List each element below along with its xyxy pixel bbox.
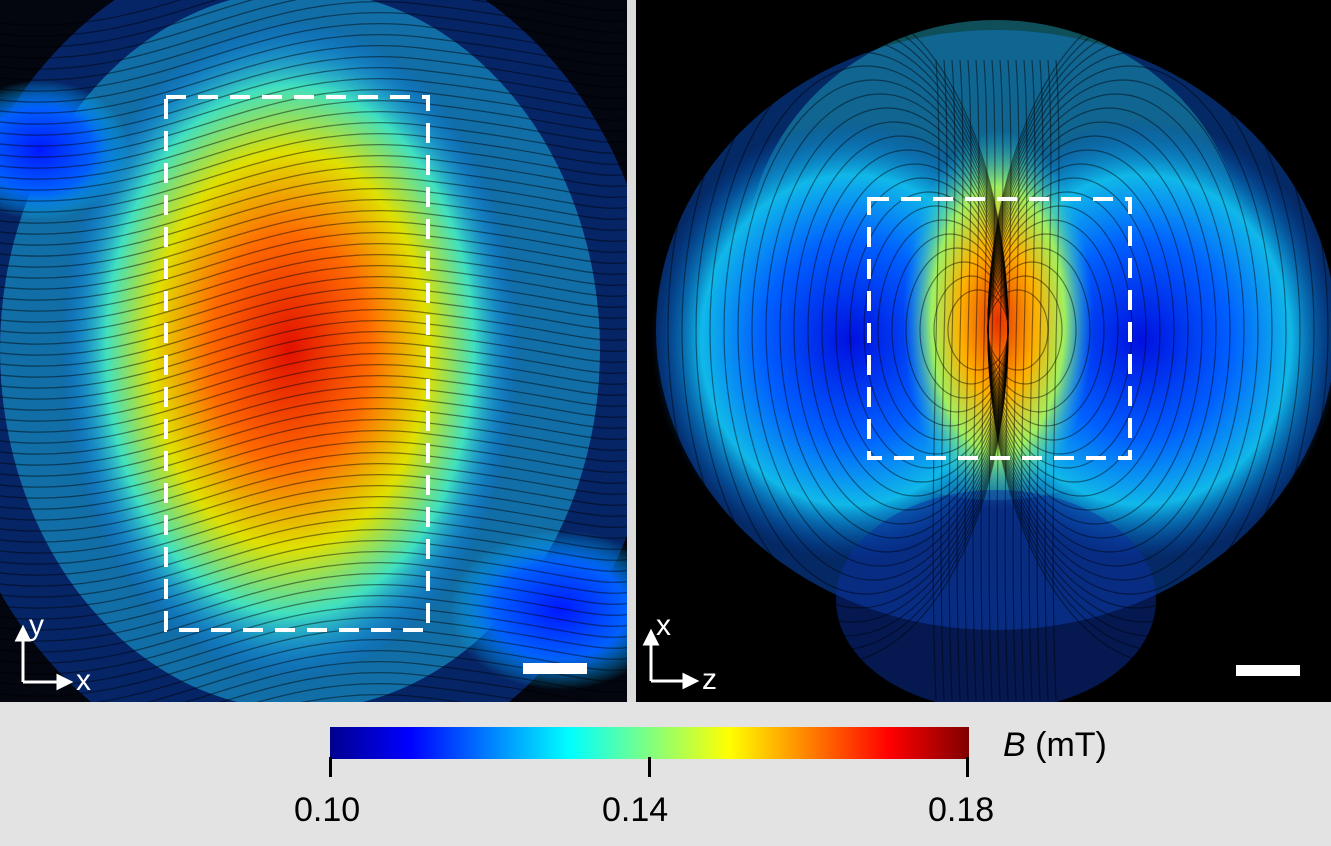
panel-divider [627,0,636,702]
colorbar-tick [329,757,332,777]
colorbar-symbol: B [1003,726,1026,764]
scale-bar [523,663,587,674]
field-lines-xz [636,0,1331,702]
axis-label-vertical: x [656,609,671,642]
colorbar [330,727,969,759]
colorbar-tick-label: 0.18 [928,791,995,829]
axis-label-horizontal: x [76,664,91,697]
field-map-xz: x z [636,0,1331,702]
field-lines-xy [0,0,627,702]
axis-label-vertical: y [29,609,44,642]
colorbar-tick-label: 0.10 [294,791,361,829]
colorbar-area [0,702,1331,846]
colorbar-title: B (mT) [1003,726,1107,764]
colorbar-tick [648,757,651,777]
dashed-region-box [164,95,430,632]
colorbar-unit: (mT) [1035,726,1107,764]
axis-label-horizontal: z [702,663,717,696]
scale-bar [1236,665,1300,676]
axis-arrows [642,628,700,690]
field-map-xy: y x [0,0,627,702]
colorbar-tick [966,757,969,777]
colorbar-tick-label: 0.14 [602,791,669,829]
dashed-region-box [867,197,1132,460]
axis-arrows [14,624,74,691]
